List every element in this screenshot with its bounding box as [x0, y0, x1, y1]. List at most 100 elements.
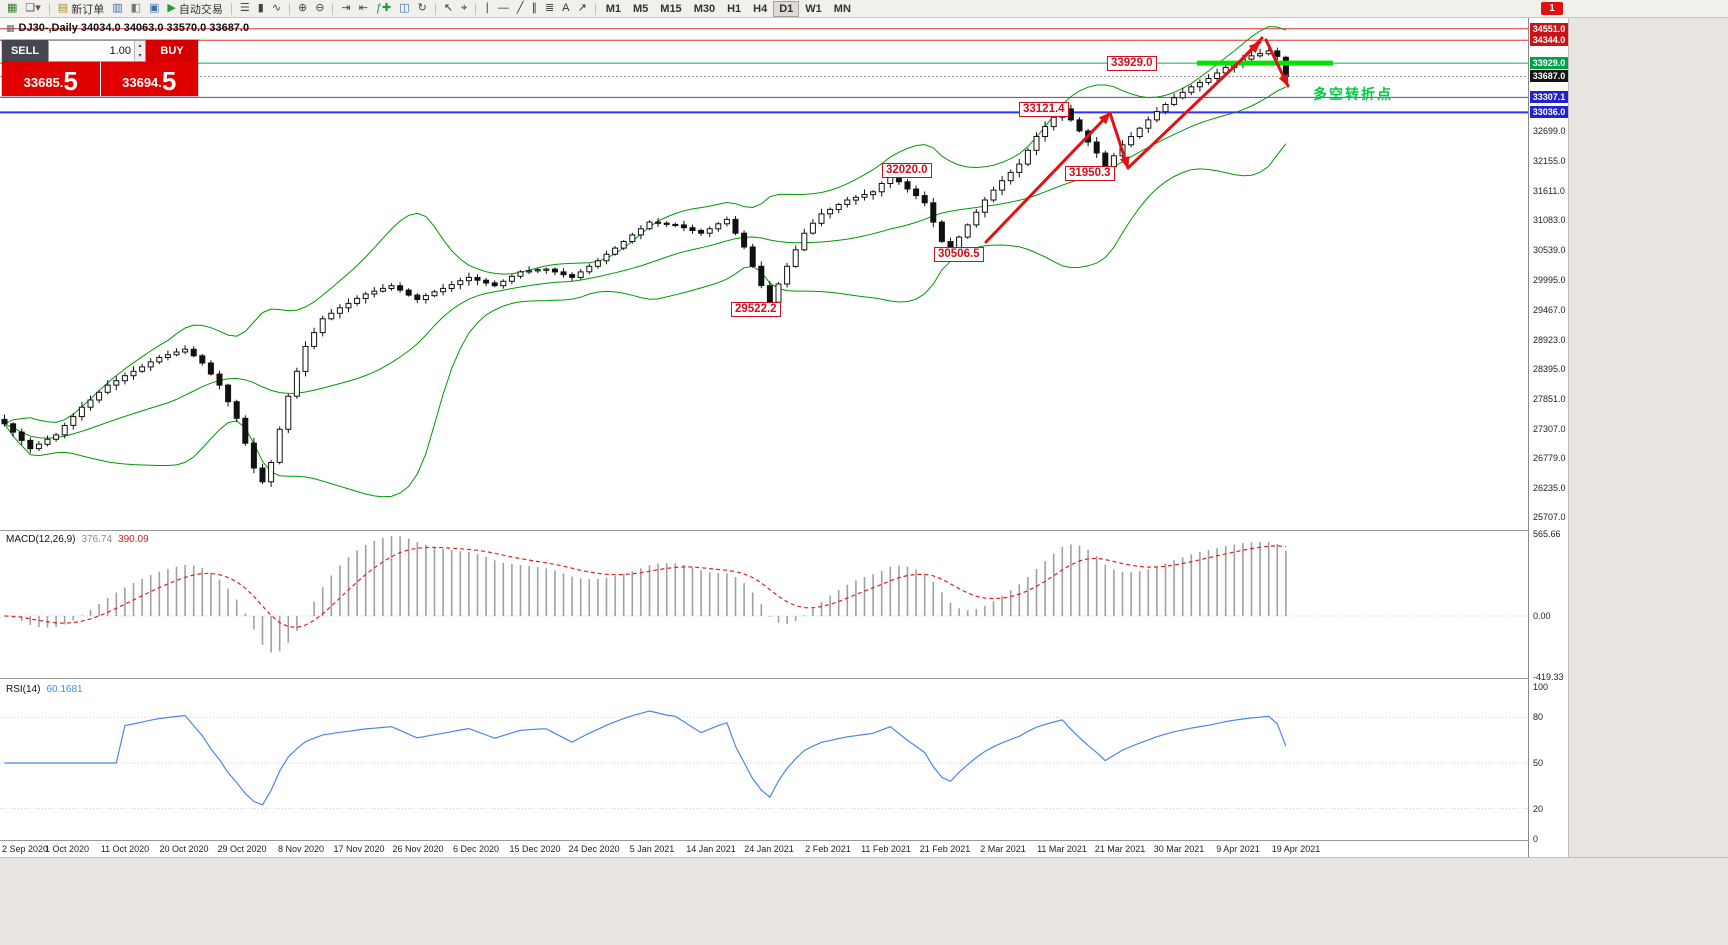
date-label: 24 Dec 2020 — [568, 844, 620, 854]
arrows-button[interactable]: ↗ — [574, 1, 591, 17]
horizontal-line-button[interactable]: ― — [494, 1, 513, 17]
tf-w1-button[interactable]: W1 — [799, 1, 828, 17]
price-axis-label: 26779.0 — [1533, 453, 1566, 463]
candlestick-chart-button[interactable]: ▮ — [254, 1, 268, 17]
zoom-out-button[interactable]: ⊖ — [311, 1, 328, 17]
panel-divider[interactable] — [0, 678, 1568, 679]
sell-price-main: 33685. — [23, 75, 64, 90]
window-bottom-margin — [0, 857, 1728, 945]
text-icon: A — [562, 2, 570, 14]
buy-price[interactable]: 33694. 5 — [100, 62, 198, 96]
indicators-icon: ƒ✚ — [375, 2, 392, 14]
time-axis[interactable]: 2 Sep 2020 1 Oct 2020 11 Oct 2020 20 Oct 20… — [0, 841, 1528, 857]
rsi-label: RSI(14) 60.1681 — [6, 684, 83, 695]
new-order-button-label: 新订单 — [71, 3, 105, 16]
volume-value[interactable]: 1.00 — [109, 45, 131, 57]
date-label: 17 Nov 2020 — [333, 844, 385, 854]
tf-h1-button-label: H1 — [727, 2, 742, 15]
tf-m15-button[interactable]: M15 — [654, 1, 687, 17]
price-annotation[interactable]: 30506.5 — [934, 247, 984, 262]
tf-m5-button[interactable]: M5 — [627, 1, 654, 17]
tile-windows-button[interactable]: ◫ — [395, 1, 413, 17]
candlestick-chart-icon: ▮ — [257, 2, 264, 14]
new-order-button[interactable]: ▤ 新订单 — [54, 1, 108, 17]
date-label: 2 Feb 2021 — [805, 844, 851, 854]
volume-spinner[interactable]: ▴ ▾ — [134, 41, 145, 61]
terminal-button[interactable]: ▣ — [145, 1, 163, 17]
sell-button[interactable]: SELL — [2, 40, 48, 62]
buy-button[interactable]: BUY — [146, 40, 198, 62]
price-chart-canvas[interactable] — [0, 18, 1528, 530]
fibonacci-button[interactable]: ≣ — [541, 1, 558, 17]
price-annotation[interactable]: 33121.4 — [1019, 102, 1069, 117]
tf-h4-button[interactable]: H4 — [747, 1, 773, 17]
buy-price-main: 33694. — [122, 75, 162, 90]
autotrading-icon: ▶ — [167, 2, 176, 14]
tf-mn-button[interactable]: MN — [828, 1, 857, 17]
auto-scroll-button[interactable]: ⇥ — [337, 1, 354, 17]
tf-d1-button[interactable]: D1 — [773, 0, 800, 17]
refresh-icon: ↻ — [417, 2, 427, 14]
bar-chart-button[interactable]: ☰ — [236, 1, 254, 17]
line-chart-icon: ∿ — [271, 2, 282, 14]
price-annotation[interactable]: 31950.3 — [1065, 166, 1115, 181]
price-annotation[interactable]: 29522.2 — [731, 302, 781, 317]
fibonacci-icon: ≣ — [544, 2, 555, 14]
new-chart-icon: ▦ — [7, 2, 18, 14]
macd-canvas[interactable] — [0, 531, 1528, 678]
volume-field[interactable]: 1.00 ▴ ▾ — [48, 40, 146, 62]
new-order-icon: ▤ — [57, 2, 69, 14]
spinner-down-icon[interactable]: ▾ — [135, 51, 145, 61]
profiles-button[interactable]: ❏▾ — [21, 1, 44, 17]
trade-panel-prices: 33685. 5 33694. 5 — [2, 62, 198, 96]
price-annotation[interactable]: 33929.0 — [1107, 56, 1157, 71]
refresh-button[interactable]: ↻ — [414, 1, 431, 17]
zoom-in-button[interactable]: ⊕ — [294, 1, 311, 17]
sell-price[interactable]: 33685. 5 — [2, 62, 100, 96]
profiles-icon: ❏▾ — [25, 2, 41, 14]
rsi-value: 60.1681 — [46, 684, 83, 695]
trade-panel-controls: SELL 1.00 ▴ ▾ BUY — [2, 40, 198, 62]
tf-m30-button[interactable]: M30 — [688, 1, 721, 17]
indicators-button[interactable]: ƒ✚ — [372, 1, 395, 17]
price-tag: 34344.0 — [1530, 34, 1568, 46]
price-tag: 33929.0 — [1530, 57, 1568, 69]
date-label: 26 Nov 2020 — [392, 844, 444, 854]
channel-button[interactable]: ∥ — [527, 1, 541, 17]
price-tag: 33307.1 — [1530, 91, 1568, 103]
trendline-button[interactable]: ╱ — [513, 1, 528, 17]
panel-divider[interactable] — [0, 530, 1568, 531]
price-axis[interactable]: 32699.0 32155.0 31611.0 31083.0 30539.0 29995… — [1528, 18, 1568, 857]
spinner-up-icon[interactable]: ▴ — [135, 41, 145, 51]
price-annotation[interactable]: 32020.0 — [882, 163, 932, 178]
price-axis-label: 32699.0 — [1533, 126, 1566, 136]
new-chart-button[interactable]: ▦ — [3, 1, 21, 17]
crosshair-button[interactable]: ⌖ — [457, 1, 471, 17]
tf-m1-button[interactable]: M1 — [600, 1, 627, 17]
navigator-icon: ◧ — [130, 2, 142, 14]
panel-divider[interactable] — [0, 840, 1568, 841]
rsi-canvas[interactable] — [0, 679, 1528, 840]
cursor-button[interactable]: ↖ — [440, 1, 457, 17]
chart-shift-button[interactable]: ⇤ — [355, 1, 372, 17]
price-axis-label: 32155.0 — [1533, 156, 1566, 166]
price-axis-label: 31611.0 — [1533, 186, 1565, 196]
price-tag: 34551.0 — [1530, 23, 1568, 35]
macd-label: MACD(12,26,9) 376.74 390.09 — [6, 534, 149, 545]
window-right-margin — [1568, 18, 1728, 857]
notification-badge[interactable]: 1 — [1541, 2, 1563, 15]
vertical-line-button[interactable]: ∣ — [480, 1, 494, 17]
navigator-button[interactable]: ◧ — [127, 1, 145, 17]
autotrading-button[interactable]: ▶ 自动交易 — [163, 1, 226, 17]
bar-chart-icon: ☰ — [239, 2, 250, 14]
date-label: 8 Nov 2020 — [277, 844, 325, 854]
tf-m1-button-label: M1 — [605, 2, 621, 15]
line-chart-button[interactable]: ∿ — [268, 1, 285, 17]
text-button[interactable]: A — [558, 1, 573, 17]
turning-point-note[interactable]: 多空转折点 — [1313, 86, 1393, 102]
tf-h1-button[interactable]: H1 — [721, 1, 747, 17]
cursor-icon: ↖ — [443, 2, 454, 14]
crosshair-icon: ⌖ — [461, 2, 468, 14]
price-axis-label: 27307.0 — [1533, 424, 1566, 434]
market-watch-button[interactable]: ▥ — [108, 1, 126, 17]
